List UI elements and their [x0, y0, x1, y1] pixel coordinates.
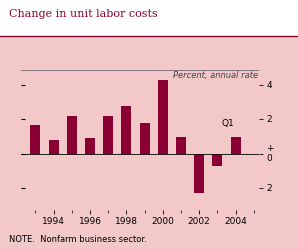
- Bar: [158, 80, 168, 154]
- Bar: [139, 123, 150, 154]
- Text: Percent, annual rate: Percent, annual rate: [173, 71, 258, 80]
- Bar: [30, 124, 41, 154]
- Text: NOTE.  Nonfarm business sector.: NOTE. Nonfarm business sector.: [9, 235, 147, 244]
- Bar: [212, 154, 222, 166]
- Bar: [176, 136, 186, 154]
- Text: Change in unit labor costs: Change in unit labor costs: [9, 9, 158, 19]
- Bar: [85, 138, 95, 154]
- Text: Q1: Q1: [222, 119, 235, 128]
- Bar: [103, 116, 113, 154]
- Bar: [67, 116, 77, 154]
- Bar: [49, 140, 59, 154]
- Bar: [121, 106, 131, 154]
- Bar: [231, 136, 240, 154]
- Bar: [194, 154, 204, 193]
